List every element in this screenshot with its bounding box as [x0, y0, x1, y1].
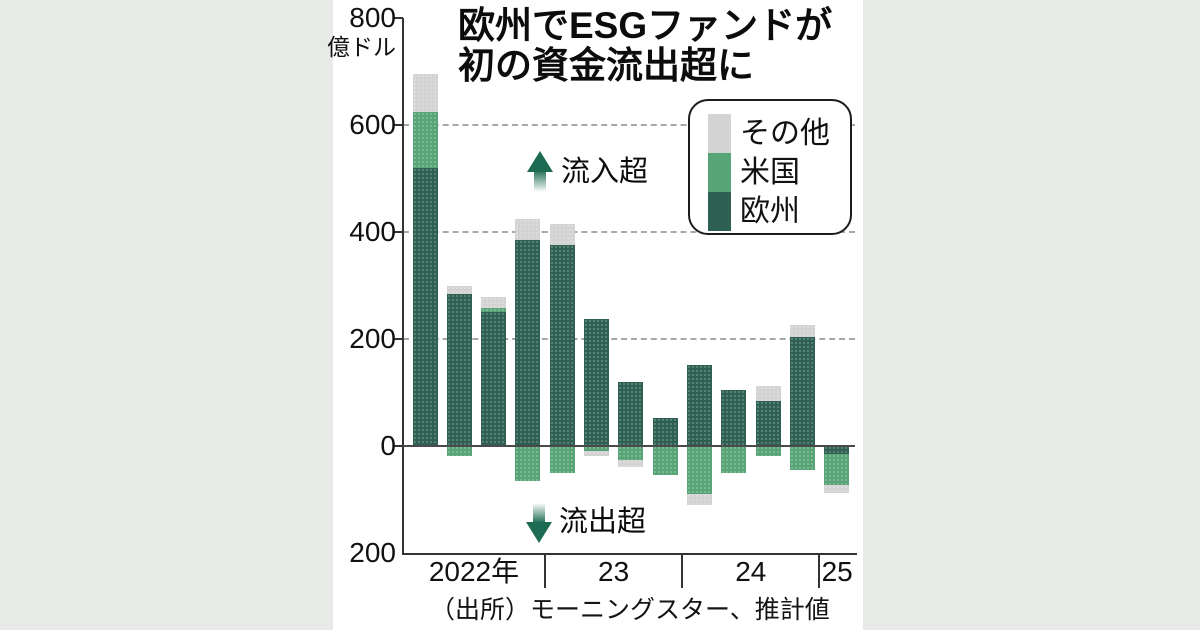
- x-group-label: 23: [598, 556, 630, 587]
- legend-swatch-us: [708, 153, 731, 192]
- y-tick: [394, 338, 403, 340]
- y-tick-label: 0: [380, 430, 396, 461]
- bar-segment: [584, 319, 609, 446]
- chart-title: 欧州でESGファンドが 初の資金流出超に: [458, 6, 832, 86]
- x-group-label: 24: [735, 556, 767, 587]
- bar-segment: [412, 111, 438, 168]
- bar-segment: [789, 324, 815, 338]
- bar-segment: [789, 446, 815, 471]
- y-tick: [394, 445, 403, 447]
- bar-segment: [446, 293, 472, 446]
- chart-title-line2: 初の資金流出超に: [458, 45, 754, 86]
- bar-segment: [515, 240, 541, 446]
- legend-label-europe: 欧州: [740, 195, 800, 228]
- x-group-label: 2022年: [428, 556, 520, 587]
- outflow-label: 流出超: [559, 506, 647, 538]
- bar-segment: [446, 285, 472, 294]
- bar-segment: [481, 312, 507, 447]
- legend-swatch-europe: [708, 192, 731, 231]
- bar-segment: [721, 389, 747, 446]
- bar-segment: [686, 494, 712, 505]
- bar-segment: [789, 337, 815, 446]
- bar-segment: [824, 446, 850, 454]
- outflow-arrow-icon: [526, 522, 552, 543]
- gridline: [403, 338, 855, 340]
- bar-segment: [652, 446, 678, 476]
- legend-label-other: その他: [740, 117, 830, 150]
- bar-segment: [515, 218, 541, 240]
- inflow-arrow-icon: [527, 151, 553, 172]
- bar-segment: [549, 224, 575, 246]
- y-axis-unit-label: 億ドル: [327, 34, 396, 60]
- bar-segment: [755, 446, 781, 456]
- x-year-tick: [544, 553, 546, 588]
- x-group-label: 25: [821, 556, 853, 587]
- legend-label-us: 米国: [740, 156, 800, 189]
- y-axis-spine: [402, 18, 404, 555]
- bar-segment: [686, 364, 712, 446]
- bar-segment: [515, 446, 541, 481]
- y-tick-label: 200: [349, 323, 396, 354]
- y-tick: [394, 124, 403, 126]
- y-tick-label: 800: [349, 2, 396, 33]
- chart-title-line1: 欧州でESGファンドが: [458, 5, 833, 46]
- bar-segment: [584, 446, 609, 452]
- bar-segment: [618, 446, 644, 461]
- bar-segment: [549, 446, 575, 473]
- gridline: [403, 124, 855, 126]
- x-year-tick: [818, 553, 821, 588]
- y-tick-label: 200: [349, 537, 396, 568]
- inflow-label: 流入超: [561, 156, 649, 188]
- legend-swatch-other: [708, 114, 731, 153]
- source-note: （出所）モーニングスター、推計値: [430, 596, 830, 624]
- bar-segment: [686, 446, 712, 495]
- gridline: [403, 231, 855, 233]
- bar-segment: [618, 460, 644, 467]
- bar-segment: [412, 167, 438, 446]
- bar-segment: [824, 485, 850, 494]
- y-tick: [394, 17, 403, 19]
- bar-segment: [824, 454, 850, 485]
- x-axis-bottom-spine: [402, 553, 857, 555]
- bar-segment: [721, 446, 747, 473]
- y-tick: [394, 231, 403, 233]
- bar-segment: [652, 417, 678, 446]
- x-year-tick: [681, 553, 684, 588]
- inflow-arrow-tail: [534, 170, 546, 192]
- bar-segment: [584, 451, 609, 456]
- bar-segment: [481, 297, 507, 308]
- bar-segment: [412, 74, 438, 112]
- bar-segment: [446, 446, 472, 456]
- zero-line: [403, 445, 855, 447]
- bar-segment: [481, 308, 507, 313]
- bar-segment: [549, 245, 575, 446]
- legend: その他 米国 欧州: [688, 99, 852, 235]
- bar-segment: [755, 386, 781, 402]
- y-tick-label: 600: [349, 109, 396, 140]
- bar-segment: [755, 401, 781, 446]
- bar-segment: [618, 381, 644, 446]
- y-tick-label: 400: [349, 216, 396, 247]
- outflow-arrow-tail: [533, 503, 545, 523]
